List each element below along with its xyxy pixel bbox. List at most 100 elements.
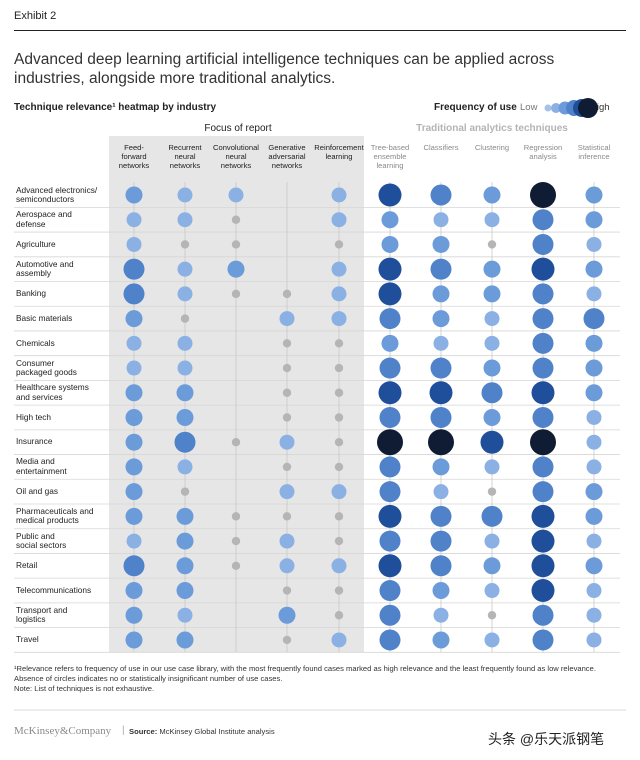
row-label: Advanced electronics/semiconductors — [16, 184, 98, 204]
mckinsey-logo: McKinsey&Company — [14, 725, 112, 737]
row-label: Aerospace and defense — [16, 209, 72, 229]
heat-dot — [125, 458, 143, 476]
heat-dot — [531, 257, 555, 281]
heat-dot — [430, 555, 452, 577]
heat-dot — [532, 332, 554, 354]
heat-dot — [176, 507, 194, 525]
heat-dot — [378, 381, 402, 405]
legend-title: Frequency of use — [434, 102, 517, 113]
heat-dot — [433, 335, 449, 351]
top-rule — [14, 30, 626, 31]
source-label: Source: — [129, 727, 158, 736]
heat-dot — [331, 261, 347, 277]
heat-dot — [125, 408, 143, 426]
heat-dot — [377, 429, 403, 456]
heat-dot — [176, 582, 194, 600]
heat-dot — [586, 533, 602, 549]
heat-dot — [180, 240, 190, 249]
heat-dot — [125, 483, 143, 501]
heat-dot — [432, 458, 450, 476]
heat-dot — [585, 211, 603, 229]
column-header: Feed-forward networks — [118, 143, 150, 170]
heat-dot — [379, 629, 401, 651]
heat-dot — [585, 334, 603, 352]
heat-dot — [379, 456, 401, 478]
heat-dot — [480, 430, 504, 454]
heat-dot — [585, 557, 603, 575]
row-label: Media and entertainment — [16, 456, 67, 476]
heat-dot — [379, 406, 401, 428]
column-header: Statistical inference — [577, 143, 611, 161]
heat-dot — [282, 339, 292, 348]
heat-dot — [378, 257, 402, 281]
row-label: Automotive and assembly — [16, 258, 74, 279]
heat-dot — [334, 536, 344, 546]
exhibit-label: Exhibit 2 — [14, 10, 57, 22]
heat-dot — [331, 484, 347, 500]
column-header: Generative adversarial networks — [268, 143, 306, 170]
heat-dot — [282, 512, 292, 521]
heat-dot — [532, 283, 554, 305]
heat-dot — [586, 236, 602, 252]
heat-dot — [430, 258, 452, 280]
row-label: Public and social sectors — [16, 530, 67, 551]
column-header: Reinforcement learning — [314, 143, 364, 161]
heat-dot — [586, 409, 602, 425]
heat-dot — [430, 406, 452, 428]
heat-dot — [432, 235, 450, 253]
heat-dot — [531, 504, 555, 528]
heat-dot — [334, 586, 344, 595]
legend-circle — [578, 98, 598, 118]
heat-dot — [585, 507, 603, 525]
source-line: Source: McKinsey Global Institute analys… — [129, 727, 275, 736]
heat-dot — [228, 187, 244, 203]
heat-dot — [585, 186, 603, 204]
heat-dot — [433, 607, 449, 623]
heat-dot — [177, 212, 193, 228]
heat-dot — [379, 604, 401, 626]
heat-dot — [483, 359, 501, 377]
heat-dot — [532, 308, 554, 330]
heat-dot — [381, 334, 399, 352]
heat-dot — [176, 384, 194, 402]
heat-dot — [531, 381, 555, 405]
heat-dot — [483, 186, 501, 204]
heat-dot — [227, 260, 245, 278]
heat-dot — [484, 459, 500, 475]
heat-dot — [334, 339, 344, 348]
heat-dot — [125, 631, 143, 649]
heat-dot — [177, 360, 193, 376]
focus-band — [109, 136, 364, 652]
heat-dot — [481, 505, 503, 527]
footnote-note: Note: List of techniques is not exhausti… — [14, 684, 155, 693]
heat-dot — [123, 258, 145, 280]
heat-dot — [176, 408, 194, 426]
heat-dot — [531, 529, 555, 553]
column-header: Recurrent neural networks — [168, 143, 202, 170]
heat-dot — [378, 282, 402, 306]
heat-dot — [331, 311, 347, 327]
heat-dot — [532, 629, 554, 651]
heat-dot — [125, 606, 143, 624]
heat-dot — [282, 586, 292, 595]
heat-dot — [586, 286, 602, 302]
heat-dot — [378, 183, 402, 207]
row-label: Oil and gas — [16, 485, 58, 496]
heat-dot — [585, 483, 603, 501]
heat-dot — [532, 406, 554, 428]
heat-dot — [379, 308, 401, 330]
heat-dot — [278, 606, 296, 624]
group-focus-label: Focus of report — [204, 123, 272, 134]
heat-dot — [177, 459, 193, 475]
heat-dot — [586, 632, 602, 648]
heat-dot — [334, 413, 344, 422]
heat-dot — [586, 459, 602, 475]
heat-dot — [379, 530, 401, 552]
heat-dot — [126, 212, 142, 228]
heat-dot — [176, 532, 194, 550]
heat-dot — [487, 611, 497, 620]
footnote-relevance: ¹Relevance refers to frequency of use in… — [14, 664, 596, 683]
heat-dot — [432, 631, 450, 649]
heat-dot — [483, 285, 501, 303]
